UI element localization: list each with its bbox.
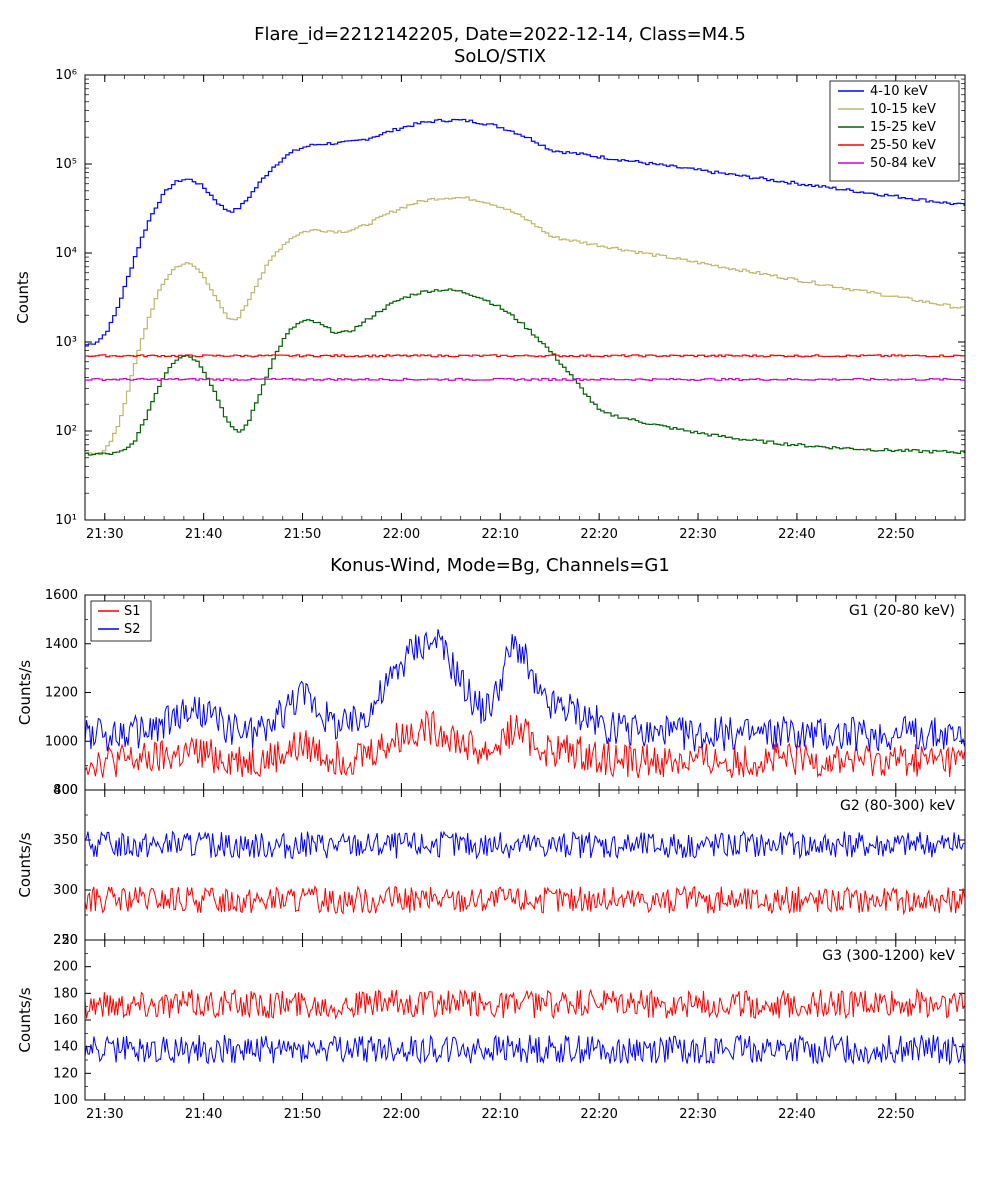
bottom-xtick-label: 21:40	[185, 1107, 222, 1122]
top-ytick-label: 10¹	[55, 513, 77, 528]
bottom-ytick-label: 180	[53, 986, 78, 1001]
bottom-xtick-label: 22:30	[679, 1107, 716, 1122]
bottom-legend-box	[91, 601, 151, 641]
bottom-ytick-label: 1200	[45, 686, 78, 701]
bottom-ylabel: Counts/s	[16, 832, 34, 897]
bottom-ytick-label: 350	[53, 833, 78, 848]
bottom-ytick-label: 100	[53, 1093, 78, 1108]
bottom-xtick-label: 22:00	[383, 1107, 420, 1122]
bottom-xtick-label: 21:50	[284, 1107, 321, 1122]
legend-label: S2	[124, 622, 141, 637]
panel-label: G1 (20-80 keV)	[849, 603, 955, 619]
bottom-ytick-label: 160	[53, 1013, 78, 1028]
bottom-xtick-label: 21:30	[86, 1107, 123, 1122]
top-xtick-label: 22:00	[383, 527, 420, 542]
top-ytick-label: 10²	[55, 424, 77, 439]
legend-label: 25-50 keV	[870, 138, 936, 153]
bottom-ytick-label: 1400	[45, 637, 78, 652]
bottom-ytick-label: 200	[53, 960, 78, 975]
bottom-ytick-label: 400	[53, 783, 78, 798]
chart-figure: Flare_id=2212142205, Date=2022-12-14, Cl…	[0, 0, 1000, 1200]
panel-label: G3 (300-1200) keV	[822, 948, 955, 964]
top-xtick-label: 21:40	[185, 527, 222, 542]
legend-label: 10-15 keV	[870, 102, 936, 117]
legend-label: S1	[124, 604, 141, 619]
bottom-ytick-label: 140	[53, 1040, 78, 1055]
top-xtick-label: 22:10	[482, 527, 519, 542]
bottom-ytick-label: 220	[53, 933, 78, 948]
bottom-ylabel: Counts/s	[16, 660, 34, 725]
top-xtick-label: 22:20	[580, 527, 617, 542]
top-xtick-label: 22:30	[679, 527, 716, 542]
top-ylabel: Counts	[14, 271, 32, 324]
top-ytick-label: 10³	[55, 335, 77, 350]
top-ytick-label: 10⁵	[55, 157, 77, 172]
legend-label: 4-10 keV	[870, 84, 928, 99]
top-xtick-label: 22:40	[778, 527, 815, 542]
bottom-xtick-label: 22:50	[877, 1107, 914, 1122]
bottom-xtick-label: 22:40	[778, 1107, 815, 1122]
bottom-ytick-label: 120	[53, 1066, 78, 1081]
bottom-panel-frame	[85, 790, 965, 940]
bottom-panel-frame	[85, 940, 965, 1100]
bottom-ytick-label: 300	[53, 883, 78, 898]
panel-label: G2 (80-300) keV	[840, 798, 955, 814]
legend-label: 50-84 keV	[870, 156, 936, 171]
main-title: Flare_id=2212142205, Date=2022-12-14, Cl…	[254, 24, 746, 45]
top-ytick-label: 10⁴	[55, 246, 77, 261]
top-xtick-label: 21:50	[284, 527, 321, 542]
top-xtick-label: 22:50	[877, 527, 914, 542]
bottom-ytick-label: 1600	[45, 588, 78, 603]
bottom-title: Konus-Wind, Mode=Bg, Channels=G1	[330, 555, 670, 576]
bottom-ytick-label: 1000	[45, 734, 78, 749]
legend-label: 15-25 keV	[870, 120, 936, 135]
top-subtitle: SoLO/STIX	[454, 46, 546, 67]
top-xtick-label: 21:30	[86, 527, 123, 542]
bottom-xtick-label: 22:10	[482, 1107, 519, 1122]
bottom-xtick-label: 22:20	[580, 1107, 617, 1122]
top-series-line	[85, 378, 964, 380]
top-ytick-label: 10⁶	[55, 68, 77, 83]
bottom-ylabel: Counts/s	[16, 987, 34, 1052]
